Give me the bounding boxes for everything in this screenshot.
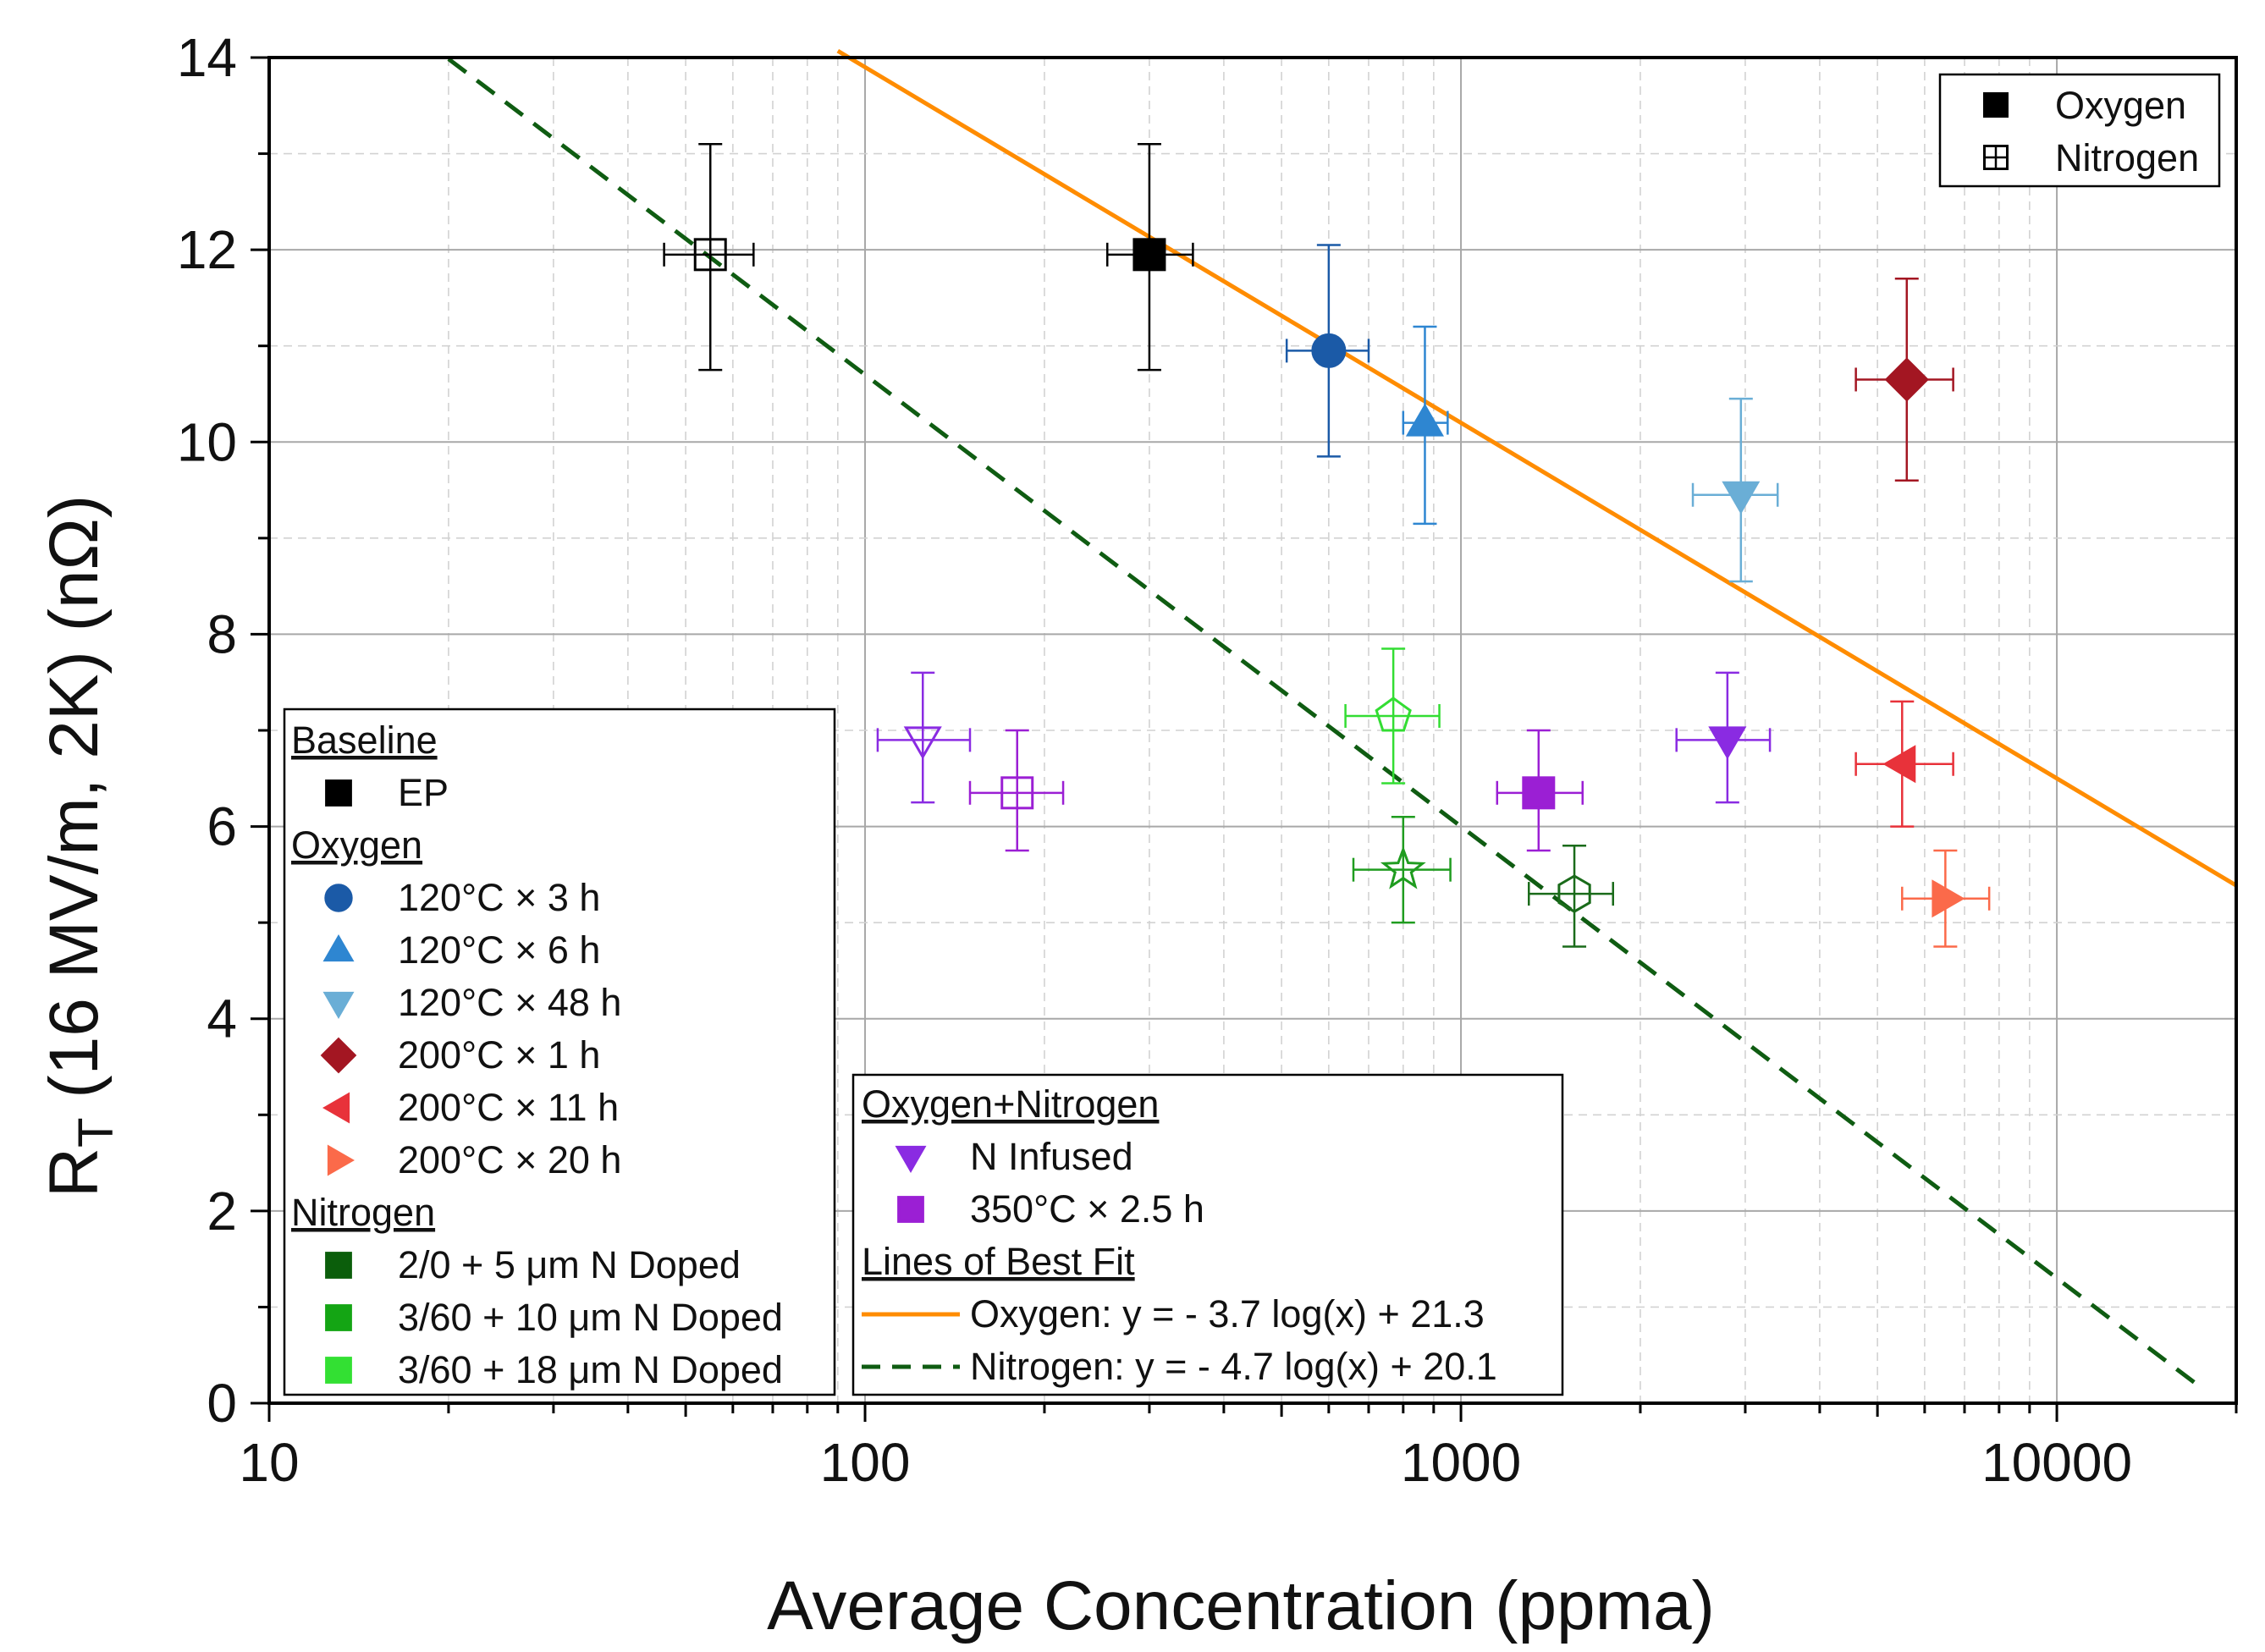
legend-label: 120°C × 48 h <box>398 981 621 1024</box>
legend-label: 200°C × 1 h <box>398 1033 600 1077</box>
marker-diamond <box>1884 357 1929 402</box>
legend-label: Oxygen <box>2055 84 2186 127</box>
y-axis-title-subscript: T <box>69 1117 124 1147</box>
marker-triangle-down <box>1708 726 1747 760</box>
y-tick-label: 12 <box>177 219 237 280</box>
legend-heading: Lines of Best Fit <box>862 1240 1135 1283</box>
y-axis-title-main: R <box>36 1148 113 1198</box>
legend-heading: Baseline <box>291 719 438 762</box>
marker-triangle-down <box>903 726 942 760</box>
legend-marker <box>320 1037 357 1074</box>
marker-triangle-up <box>1405 403 1444 437</box>
legend-label: 120°C × 6 h <box>398 928 600 972</box>
marker-triangle-right <box>1932 879 1965 918</box>
point-ep-n <box>663 142 755 372</box>
x-tick-label: 10000 <box>1981 1432 2132 1493</box>
axis-ticks: 10 100 1000 10000 0 2 4 6 8 10 12 14 <box>177 27 2238 1493</box>
legend-top-right: Oxygen Nitrogen <box>1938 73 2221 188</box>
fit-line-oxygen <box>836 48 2238 888</box>
legend-label: Nitrogen <box>2055 136 2199 179</box>
marker-square <box>693 238 727 272</box>
marker-star <box>1380 845 1426 889</box>
legend-left: Baseline EP Oxygen 120°C × 3 h 120°C × 6 h 12… <box>283 708 836 1396</box>
x-tick-label: 1000 <box>1401 1432 1521 1493</box>
marker-square <box>1522 776 1556 810</box>
legend-marker <box>895 1145 927 1174</box>
y-axis-title: RT (16 MV/m, 2K) (nΩ) <box>36 495 124 1198</box>
fit-line-nitrogen <box>447 57 2196 1385</box>
legend-heading: Oxygen <box>291 823 422 867</box>
y-axis-title-rest: (16 MV/m, 2K) (nΩ) <box>36 495 113 1118</box>
legend-label: 3/60 + 18 μm N Doped <box>398 1348 783 1391</box>
x-tick-label: 10 <box>239 1432 299 1493</box>
point-o-200-1 <box>1854 277 1954 482</box>
x-tick-label: 100 <box>820 1432 911 1493</box>
legend-center: Oxygen+Nitrogen N Infused 350°C × 2.5 h Lin… <box>851 1073 1564 1396</box>
marker-pentagon <box>1375 697 1412 732</box>
legend-marker <box>325 1304 352 1331</box>
legend-label: Nitrogen: y = - 4.7 log(x) + 20.1 <box>970 1345 1497 1388</box>
marker-square <box>1132 238 1166 272</box>
marker-triangle-down <box>1722 481 1761 515</box>
point-on-350-n <box>968 729 1065 852</box>
fit-lines <box>447 48 2238 1385</box>
marker-square <box>1000 776 1034 810</box>
marker-triangle-left <box>1882 745 1916 784</box>
legend-label: 2/0 + 5 μm N Doped <box>398 1243 741 1286</box>
point-ep-o <box>1105 142 1194 372</box>
point-o-120-3 <box>1285 244 1370 458</box>
legend-label: 200°C × 11 h <box>398 1086 619 1129</box>
point-n-3-60-10 <box>1352 815 1452 924</box>
legend-box <box>851 1073 1564 1396</box>
y-tick-label: 0 <box>207 1373 237 1434</box>
legend-heading: Oxygen+Nitrogen <box>862 1082 1159 1126</box>
legend-label: 200°C × 20 h <box>398 1138 621 1181</box>
point-on-350-o <box>1496 729 1584 852</box>
legend-heading: Nitrogen <box>291 1191 435 1234</box>
legend-marker <box>325 779 352 807</box>
y-tick-label: 4 <box>207 988 237 1049</box>
marker-hexagon <box>1557 874 1591 913</box>
legend-label: 3/60 + 10 μm N Doped <box>398 1296 783 1339</box>
legend-label: 120°C × 3 h <box>398 876 600 919</box>
point-on-infused-n <box>876 671 972 804</box>
legend-label: 350°C × 2.5 h <box>970 1187 1204 1231</box>
legend-label: EP <box>398 771 449 814</box>
y-tick-label: 2 <box>207 1181 237 1242</box>
point-on-infused-o <box>1675 671 1772 804</box>
legend-marker <box>897 1196 924 1223</box>
point-o-200-11 <box>1854 700 1954 828</box>
legend-label: N Infused <box>970 1135 1133 1178</box>
point-o-120-6 <box>1402 325 1449 526</box>
legend-marker <box>327 1144 355 1176</box>
legend-marker <box>322 991 355 1020</box>
point-n-2-0 <box>1528 845 1615 948</box>
point-o-120-48 <box>1691 397 1779 583</box>
y-tick-label: 10 <box>177 411 237 472</box>
data-points <box>663 142 1991 948</box>
legend-marker <box>322 1092 350 1124</box>
legend-marker <box>324 884 353 912</box>
legend-marker <box>1983 92 2009 118</box>
legend-marker <box>322 933 355 962</box>
y-tick-label: 8 <box>207 603 237 664</box>
legend-marker <box>325 1357 352 1384</box>
legends: Oxygen Nitrogen Baseline EP Oxygen 120°C × 3 … <box>283 73 2221 1396</box>
legend-marker <box>325 1252 352 1279</box>
marker-circle <box>1311 333 1347 368</box>
point-o-200-20 <box>1901 849 1991 948</box>
legend-label: Oxygen: y = - 3.7 log(x) + 21.3 <box>970 1292 1485 1335</box>
legend-box <box>283 708 836 1396</box>
x-axis-title: Average Concentration (ppma) <box>767 1567 1715 1644</box>
point-n-3-60-18 <box>1344 647 1441 785</box>
y-tick-label: 6 <box>207 796 237 857</box>
y-tick-label: 14 <box>177 27 237 88</box>
grid <box>269 58 2236 1403</box>
